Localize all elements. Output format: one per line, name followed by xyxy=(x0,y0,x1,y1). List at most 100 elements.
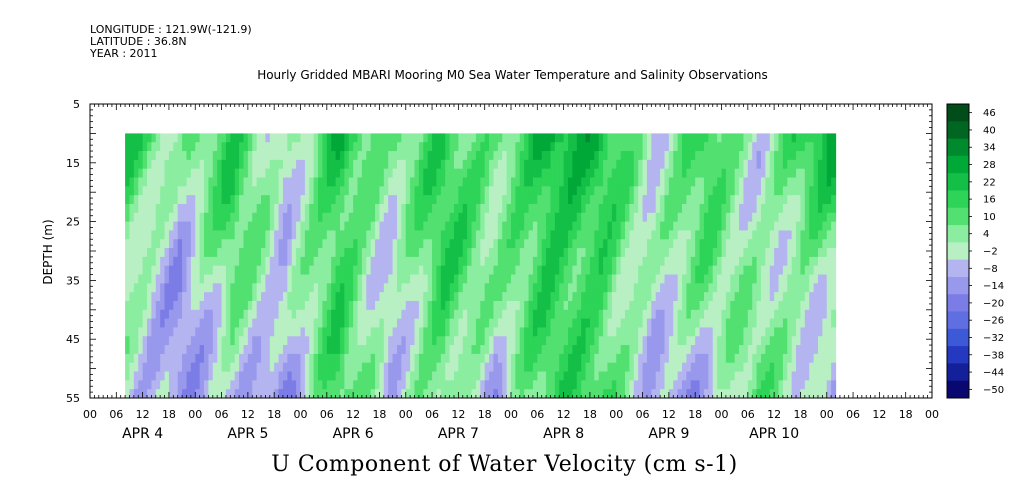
heatmap-cell xyxy=(506,203,512,214)
heatmap-cell xyxy=(554,133,560,143)
heatmap-cell xyxy=(690,248,696,258)
heatmap-cell xyxy=(427,318,433,329)
heatmap-cell xyxy=(511,300,516,311)
heatmap-cell xyxy=(668,300,674,311)
heatmap-cell xyxy=(230,248,236,258)
heatmap-cell xyxy=(208,265,214,276)
heatmap-cell xyxy=(125,203,131,214)
heatmap-cell xyxy=(725,248,731,258)
heatmap-cell xyxy=(655,151,661,161)
heatmap-cell xyxy=(265,239,271,249)
heatmap-cell xyxy=(475,239,481,249)
heatmap-cell xyxy=(774,151,780,161)
heatmap-cell xyxy=(651,292,657,302)
heatmap-cell xyxy=(572,168,578,179)
heatmap-cell xyxy=(217,353,223,364)
heatmap-cell xyxy=(563,283,569,293)
heatmap-cell xyxy=(576,274,582,284)
heatmap-cell xyxy=(721,318,727,329)
heatmap-cell xyxy=(515,353,521,364)
heatmap-cell xyxy=(703,300,709,311)
heatmap-cell xyxy=(484,248,490,258)
heatmap-cell xyxy=(581,239,587,249)
heatmap-cell xyxy=(449,318,455,329)
heatmap-cell xyxy=(186,265,192,276)
heatmap-cell xyxy=(804,151,810,161)
heatmap-cell xyxy=(331,168,337,179)
heatmap-cell xyxy=(673,195,679,205)
heatmap-cell xyxy=(546,239,552,249)
heatmap-cell xyxy=(278,327,284,337)
heatmap-cell xyxy=(747,256,753,267)
heatmap-cell xyxy=(831,221,837,232)
heatmap-cell xyxy=(747,327,753,337)
heatmap-cell xyxy=(633,142,639,152)
heatmap-cell xyxy=(690,221,696,232)
heatmap-cell xyxy=(142,336,148,346)
heatmap-cell xyxy=(664,362,670,373)
heatmap-cell xyxy=(269,203,275,214)
heatmap-cell xyxy=(594,309,600,320)
heatmap-cell xyxy=(335,371,341,381)
heatmap-cell xyxy=(357,142,363,152)
heatmap-cell xyxy=(182,336,188,346)
heatmap-cell xyxy=(572,221,578,232)
heatmap-cell xyxy=(133,345,139,355)
heatmap-cell xyxy=(401,327,407,337)
heatmap-cell xyxy=(186,195,192,205)
heatmap-cell xyxy=(221,283,227,293)
heatmap-cell xyxy=(247,353,253,364)
heatmap-cell xyxy=(427,283,433,293)
heatmap-cell xyxy=(752,345,758,355)
heatmap-cell xyxy=(313,248,319,258)
heatmap-cell xyxy=(256,195,262,205)
heatmap-cell xyxy=(190,292,196,302)
heatmap-cell xyxy=(353,186,359,196)
heatmap-cell xyxy=(475,389,481,398)
heatmap-cell xyxy=(778,159,784,170)
heatmap-cell xyxy=(796,336,802,346)
heatmap-cell xyxy=(585,203,591,214)
heatmap-cell xyxy=(217,371,223,381)
heatmap-cell xyxy=(401,177,407,187)
heatmap-cell xyxy=(826,239,832,249)
heatmap-cell xyxy=(747,345,753,355)
heatmap-cell xyxy=(278,248,284,258)
heatmap-cell xyxy=(598,292,604,302)
heatmap-cell xyxy=(725,151,731,161)
heatmap-cell xyxy=(646,327,652,337)
heatmap-cell xyxy=(335,265,341,276)
heatmap-cell xyxy=(370,168,376,179)
heatmap-cell xyxy=(519,203,525,214)
heatmap-cell xyxy=(739,186,745,196)
heatmap-cell xyxy=(787,142,793,152)
heatmap-cell xyxy=(497,292,503,302)
heatmap-cell xyxy=(616,336,622,346)
heatmap-cell xyxy=(309,239,315,249)
heatmap-cell xyxy=(414,221,420,232)
heatmap-cell xyxy=(646,389,652,398)
heatmap-cell xyxy=(769,371,775,381)
heatmap-cell xyxy=(287,256,293,267)
heatmap-cell xyxy=(559,380,565,390)
heatmap-cell xyxy=(462,389,468,398)
heatmap-cell xyxy=(348,309,354,320)
heatmap-cell xyxy=(138,177,144,187)
heatmap-cell xyxy=(493,159,499,170)
heatmap-cell xyxy=(313,151,319,161)
heatmap-cell xyxy=(142,168,148,179)
heatmap-cell xyxy=(778,203,784,214)
heatmap-cell xyxy=(581,230,587,240)
heatmap-cell xyxy=(138,362,144,373)
heatmap-cell xyxy=(208,327,214,337)
heatmap-cell xyxy=(524,133,530,143)
heatmap-cell xyxy=(739,345,745,355)
heatmap-cell xyxy=(572,256,578,267)
heatmap-cell xyxy=(418,380,424,390)
heatmap-cell xyxy=(449,195,455,205)
heatmap-cell xyxy=(423,203,429,214)
heatmap-cell xyxy=(774,203,780,214)
heatmap-cell xyxy=(778,283,784,293)
heatmap-cell xyxy=(396,203,402,214)
heatmap-cell xyxy=(208,142,214,152)
